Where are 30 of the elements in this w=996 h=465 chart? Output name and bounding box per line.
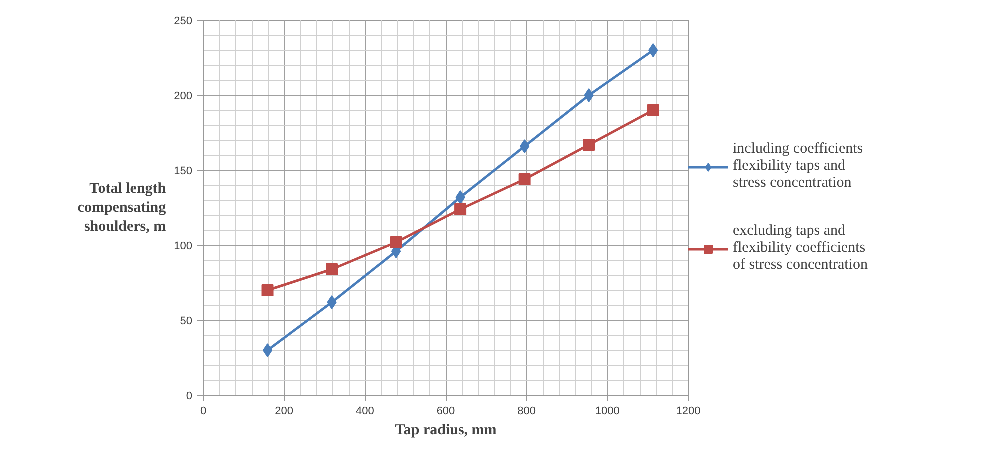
y-tick-label: 200 [174, 90, 193, 102]
x-tick-label: 800 [518, 406, 536, 418]
y-tick-label: 250 [174, 16, 193, 28]
point [454, 204, 467, 216]
x-tick-label: 0 [200, 406, 207, 418]
x-tick-label: 200 [275, 406, 294, 418]
x-tick-label: 400 [356, 406, 374, 418]
y-tick-label: 50 [180, 316, 193, 328]
point [262, 284, 274, 296]
y-tick-label: 100 [174, 240, 193, 252]
x-tick-label: 1200 [676, 406, 701, 418]
point [584, 88, 594, 102]
y-axis-title: Total length compensating shoulders, m [78, 180, 167, 236]
point [456, 190, 466, 204]
point [390, 236, 402, 248]
legend-label: excluding taps and flexibility coefficients of stress concentration [733, 222, 868, 275]
point [648, 44, 658, 58]
x-tick-label: 1000 [595, 406, 620, 418]
point [520, 140, 530, 154]
point [327, 296, 337, 310]
x-tick-label: 600 [436, 406, 456, 418]
x-axis-title: Tap radius, mm [395, 422, 498, 438]
point [647, 104, 660, 116]
point [518, 174, 531, 186]
y-tick-label: 0 [186, 390, 193, 402]
legend-label: including coefficients flexibility taps and stress concentration [733, 140, 864, 193]
point [262, 344, 273, 358]
point [583, 139, 596, 151]
point [326, 264, 338, 276]
y-tick-label: 150 [174, 166, 193, 178]
